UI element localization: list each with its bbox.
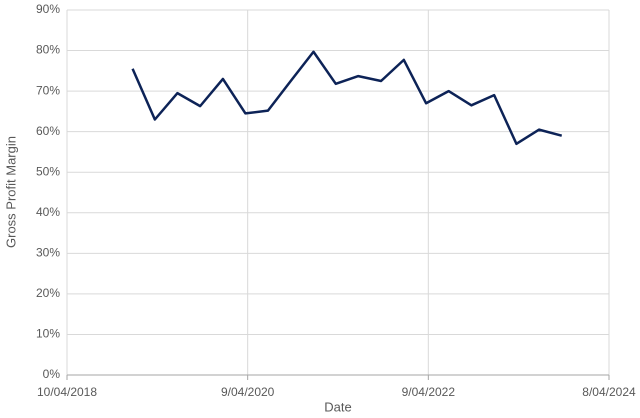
y-tick-label: 10% bbox=[36, 327, 60, 341]
y-tick-label: 50% bbox=[36, 164, 60, 178]
y-tick-label: 90% bbox=[36, 2, 60, 16]
y-tick-label: 40% bbox=[36, 205, 60, 219]
y-tick-label: 70% bbox=[36, 83, 60, 97]
y-axis-title: Gross Profit Margin bbox=[3, 136, 18, 248]
x-tick-label: 8/04/2024 bbox=[582, 385, 636, 399]
y-tick-label: 30% bbox=[36, 246, 60, 260]
y-tick-label: 80% bbox=[36, 43, 60, 57]
x-axis-title: Date bbox=[324, 399, 351, 414]
data-line bbox=[131, 50, 563, 146]
x-tick-label: 9/04/2022 bbox=[402, 385, 456, 399]
y-tick-label: 60% bbox=[36, 124, 60, 138]
y-tick-label: 20% bbox=[36, 286, 60, 300]
x-tick-label: 9/04/2020 bbox=[221, 385, 275, 399]
y-tick-label: 0% bbox=[43, 367, 61, 381]
x-tick-label: 10/04/2018 bbox=[37, 385, 97, 399]
